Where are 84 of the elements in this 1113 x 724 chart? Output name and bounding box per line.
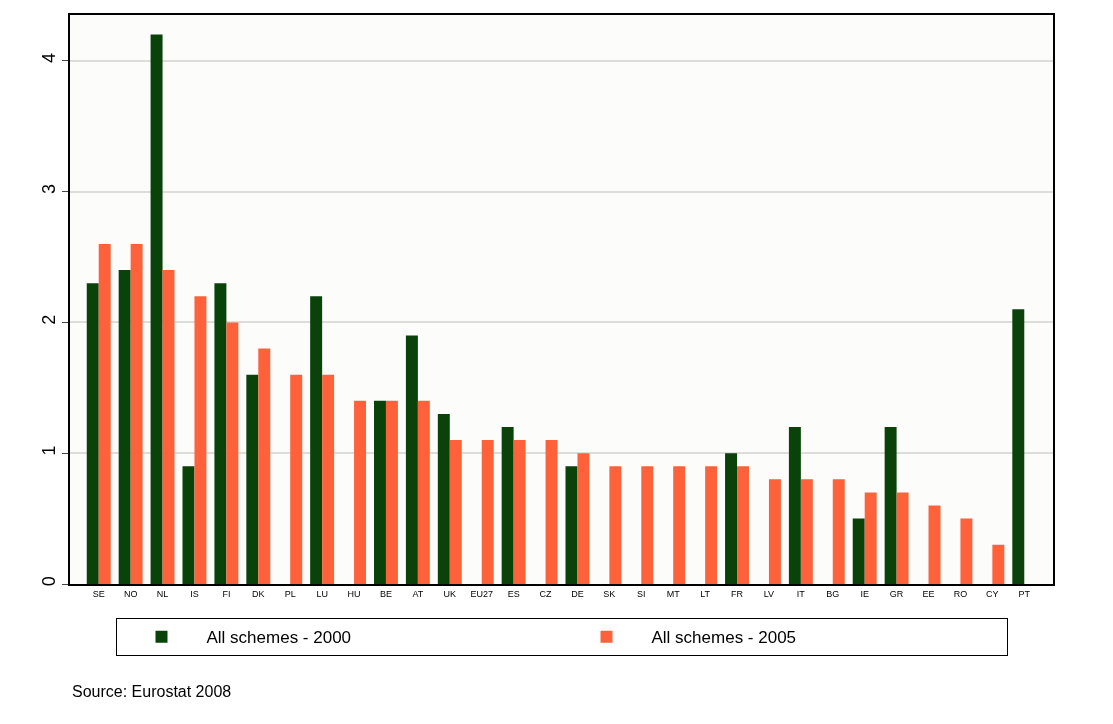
bar [832,479,845,584]
bar [150,34,163,584]
bar [322,374,335,584]
x-tick-label: HU [347,588,361,599]
bar [246,374,259,584]
bar [673,466,686,584]
bar [118,270,131,584]
bar [98,243,111,584]
bar [737,466,749,584]
x-tick-label: GR [889,588,904,599]
bar [565,466,578,584]
bar [800,479,813,584]
bar [577,453,590,584]
x-tick-label: LU [316,588,328,599]
x-tick-label: SK [603,588,616,599]
bar [449,440,462,584]
y-tick-label: 1 [38,445,59,456]
bar [960,518,973,584]
bar [1012,309,1025,584]
bar [354,400,367,584]
bar [194,296,207,584]
bar [725,453,738,584]
x-tick-label: UK [443,588,457,599]
x-tick-label: PT [1018,588,1031,599]
bar [788,427,801,584]
source-note: Source: Eurostat 2008 [72,683,232,700]
bar [501,427,514,584]
bar [86,283,99,584]
y-tick-label: 4 [38,53,59,64]
bar [896,492,909,584]
bar [641,466,654,584]
bar [513,440,526,584]
bar [928,505,941,584]
x-tick-label: PL [284,588,296,599]
x-tick-label: FI [222,588,231,599]
bar [226,322,239,584]
y-tick-label: 0 [38,576,59,587]
bar [884,427,897,584]
bar [374,400,386,584]
x-tick-label: IE [860,588,869,599]
bar [864,492,877,584]
bar [481,440,494,584]
x-tick-label: NO [123,588,138,599]
y-tick-label: 2 [38,314,59,325]
bar [768,479,781,584]
legend-label: All schemes - 2000 [206,628,352,648]
bar [214,283,227,584]
bar [609,466,622,584]
x-tick-label: IT [796,588,806,599]
x-tick-label: DE [571,588,584,599]
x-tick-label: FR [731,588,744,599]
x-tick-label: EU27 [470,588,493,599]
bar [405,335,418,584]
bar [182,466,195,584]
x-tick-label: EE [922,588,935,599]
bar [385,400,398,584]
x-tick-label: SE [92,588,105,599]
x-tick-label: LT [700,588,711,599]
x-tick-label: SI [637,588,646,599]
bar [705,466,718,584]
bar [258,348,271,584]
legend-label: All schemes - 2005 [651,628,797,648]
x-tick-label: DK [252,588,265,599]
bar [852,518,865,584]
x-tick-label: AT [412,588,424,599]
bar [437,413,450,584]
x-tick-label: MT [666,588,681,599]
bar [290,374,303,584]
bar [130,243,143,584]
x-tick-label: LV [763,588,775,599]
x-tick-label: BG [826,588,840,599]
bar [545,440,558,584]
x-tick-label: CZ [539,588,553,599]
x-tick-label: IS [190,588,199,599]
bar [417,400,430,584]
x-tick-label: RO [953,588,968,599]
x-tick-label: ES [507,588,520,599]
y-tick-label: 3 [38,183,59,194]
bar [162,270,175,584]
x-tick-label: BE [379,588,392,599]
x-tick-label: CY [986,588,999,599]
bar [310,296,323,584]
x-tick-label: NL [156,588,169,599]
bar [992,544,1005,584]
